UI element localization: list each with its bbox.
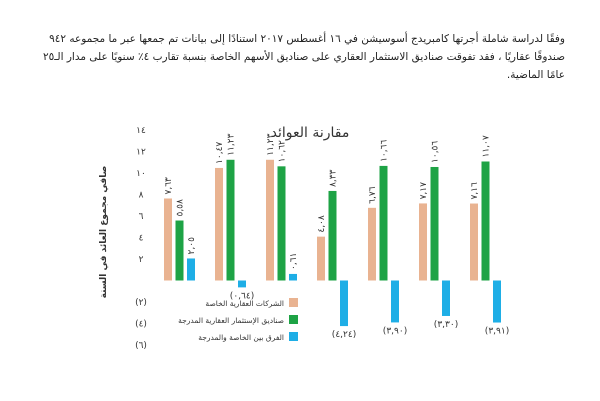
value-label: ٠,٦١ — [289, 253, 299, 270]
bar — [391, 280, 399, 323]
bar — [430, 166, 439, 281]
intro-paragraph: وفقًا لدراسة شاملة أجرتها كامبريدج أسوسي… — [30, 30, 565, 84]
value-label: ٦,٧٦ — [368, 186, 378, 204]
bar — [226, 159, 235, 281]
bar — [238, 280, 246, 288]
legend-label: الفرق بين الخاصة والمدرجة — [198, 333, 284, 342]
value-label: ٤,٠٨ — [317, 215, 327, 233]
y-tick-label: (٤) — [135, 320, 147, 330]
legend-swatch — [289, 332, 298, 341]
value-label: ١١,٢٣ — [266, 133, 276, 155]
value-label: ١٠,٦٦ — [380, 140, 390, 162]
y-tick-label: ١٠ — [136, 169, 146, 179]
bar — [164, 198, 172, 281]
value-label: ١١,٠٧ — [482, 135, 492, 157]
chart-title: مقارنة العوائد — [271, 125, 350, 141]
value-label: ١١,٢٣ — [227, 133, 237, 155]
bar — [317, 236, 325, 281]
y-tick-label: (٢) — [135, 298, 147, 308]
intro-line: وفقًا لدراسة شاملة أجرتها كامبريدج أسوسي… — [49, 33, 565, 45]
value-label: (٠,٦٤) — [230, 291, 254, 301]
value-label: (٣,٩٠) — [383, 326, 407, 336]
legend-swatch — [289, 315, 298, 324]
bar — [470, 203, 478, 281]
bar — [340, 280, 348, 327]
y-tick-label: ١٤ — [136, 126, 146, 136]
bar — [187, 258, 195, 281]
bar — [328, 190, 337, 281]
y-tick-label: (٦) — [135, 341, 147, 351]
value-label: ٧,١٦ — [470, 182, 480, 200]
y-tick-label: ٢ — [139, 255, 144, 265]
bar — [442, 280, 450, 316]
value-label: ١٠,٥٦ — [431, 141, 441, 163]
y-axis-label: صافي مجموع العائد في السنة — [99, 166, 109, 299]
legend-label: الشركات العقارية الخاصة — [205, 299, 284, 308]
bar — [215, 167, 223, 281]
y-tick-label: ١٢ — [136, 148, 146, 158]
bar — [379, 165, 388, 281]
bar — [289, 273, 297, 281]
y-tick-label: ٨ — [139, 191, 144, 201]
legend-label: صناديق الإستثمار العقارية المدرجة — [178, 316, 284, 325]
bar — [368, 207, 376, 281]
value-label: ١٠,٤٧ — [215, 142, 225, 164]
value-label: ٢,٠٥ — [187, 237, 197, 255]
bar — [266, 159, 274, 281]
bar — [175, 220, 184, 281]
intro-line: صندوقًا عقاريًا ، فقد تفوقت صناديق الاست… — [43, 51, 565, 63]
value-label: (٤,٢٤) — [332, 330, 356, 340]
bar — [493, 280, 501, 323]
y-tick-label: ٦ — [139, 212, 144, 222]
value-label: (٣,٩١) — [485, 327, 509, 337]
value-label: ٧,١٧ — [419, 182, 429, 200]
y-tick-label: ٤ — [139, 234, 144, 244]
bar — [277, 166, 286, 281]
bar — [481, 161, 490, 281]
value-label: ٥,٥٨ — [176, 199, 186, 217]
legend-swatch — [289, 298, 298, 307]
value-label: (٣,٣٠) — [434, 320, 458, 330]
value-label: ١٠,٦٢ — [278, 140, 288, 162]
intro-line: عامًا الماضية. — [506, 69, 565, 81]
value-label: ٧,٦٣ — [164, 177, 174, 195]
bar — [419, 203, 427, 281]
value-label: ٨,٣٣ — [329, 169, 339, 187]
